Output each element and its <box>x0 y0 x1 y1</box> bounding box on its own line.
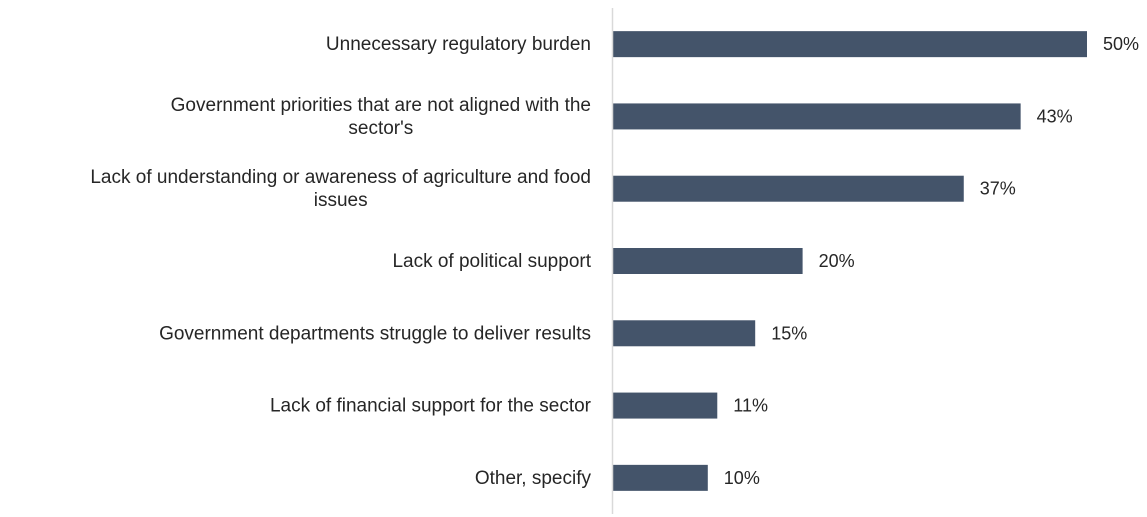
category-label: Lack of political support <box>392 251 591 272</box>
category-label: sector's <box>348 118 413 139</box>
bar <box>613 392 718 419</box>
bar-value-label: 50% <box>1103 34 1139 54</box>
category-label: Lack of financial support for the sector <box>270 396 592 417</box>
bar-value-label: 20% <box>819 251 855 271</box>
category-label: Other, specify <box>475 468 592 489</box>
category-label: Government departments struggle to deliv… <box>159 323 591 344</box>
category-label: Lack of understanding or awareness of ag… <box>90 167 591 188</box>
bar <box>613 103 1021 130</box>
bar <box>613 31 1087 58</box>
category-labels: Unnecessary regulatory burden Government … <box>90 34 591 489</box>
bar-value-label: 10% <box>724 468 760 488</box>
category-label: issues <box>314 190 368 211</box>
value-labels: 50% 43% 37% 20% 15% 11% 10% <box>724 34 1139 488</box>
bar <box>613 320 756 347</box>
category-label: Government priorities that are not align… <box>171 95 591 116</box>
bar-value-label: 15% <box>771 323 807 343</box>
category-label: Unnecessary regulatory burden <box>326 34 591 55</box>
bar-value-label: 37% <box>980 179 1016 199</box>
bar <box>613 464 708 491</box>
bar <box>613 248 803 274</box>
bar-value-label: 43% <box>1037 106 1073 126</box>
bar-value-label: 11% <box>733 396 768 416</box>
bar <box>613 175 964 202</box>
bars <box>613 31 1087 491</box>
